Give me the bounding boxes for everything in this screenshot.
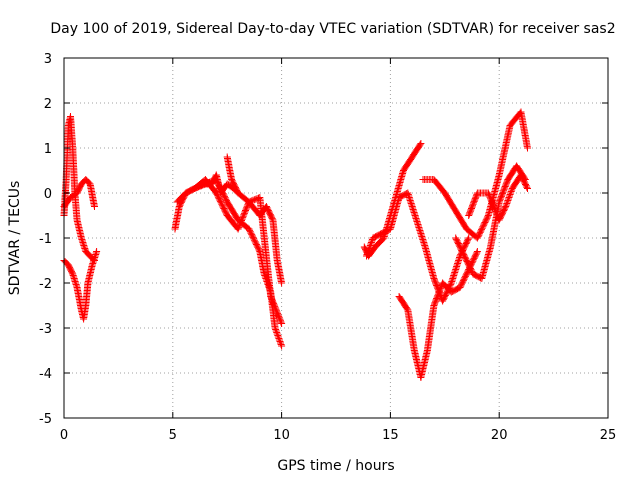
data-series-arc3d [419,108,531,242]
axis-tick-labels: 0 5 10 15 20 25 -5 -4 -3 -2 -1 0 1 2 3 [39,52,616,443]
data-series-arc3f [465,171,531,224]
y-tick-label: -1 [39,232,52,247]
x-tick-label: 0 [60,428,68,443]
axis-ticks [63,57,609,419]
data-points-arc3d [419,108,531,242]
grid-lines [64,58,608,418]
data-series-arc2d [223,153,286,287]
data-points-arc3a [360,140,425,260]
y-tick-label: -2 [39,277,52,292]
y-tick-label: 2 [44,97,52,112]
y-tick-label: -4 [39,367,52,382]
x-tick-label: 5 [169,428,177,443]
data-points-arc3c [395,248,481,381]
x-tick-label: 15 [382,428,399,443]
data-points-arc3f [465,171,531,224]
data-series-arc3e [452,162,529,282]
y-tick-label: 1 [44,142,52,157]
data-points-arc2c [191,176,286,350]
y-tick-label: -3 [39,322,52,337]
data-points-arc3b [363,189,473,305]
x-tick-label: 25 [600,428,617,443]
x-tick-label: 10 [273,428,290,443]
data-series-arc3c [395,248,481,381]
chart-title: Day 100 of 2019, Sidereal Day-to-day VTE… [50,21,615,37]
y-axis-label: SDTVAR / TECUs [7,181,23,296]
data-points-arc3e [452,162,529,282]
x-tick-label: 20 [491,428,508,443]
data-series-arc2c [191,176,286,350]
x-axis-label: GPS time / hours [277,458,394,474]
data-series-arc3b [363,189,473,305]
y-tick-label: -5 [39,412,52,427]
data-series-arc3a [360,140,425,260]
data-points-arc2d [223,153,286,287]
y-tick-label: 3 [44,52,52,67]
y-tick-label: 0 [44,187,52,202]
